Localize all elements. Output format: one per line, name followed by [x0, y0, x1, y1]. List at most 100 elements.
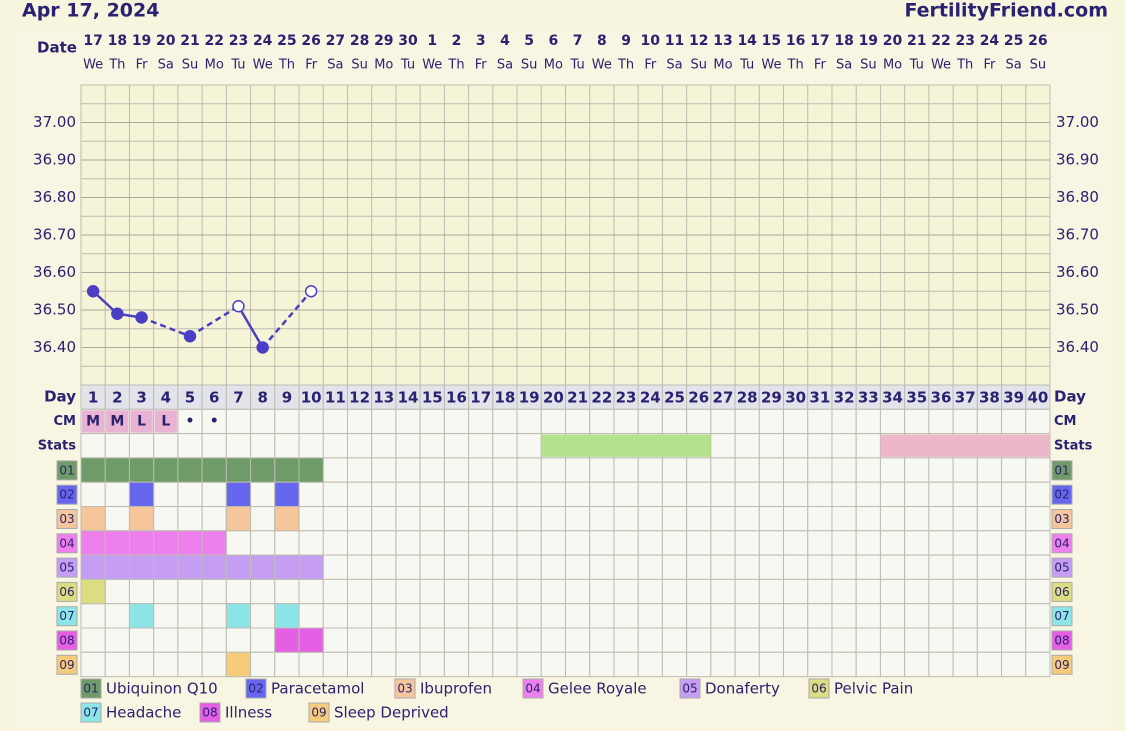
table-cell	[783, 530, 809, 556]
table-cell	[952, 506, 978, 532]
date-label: 30	[398, 33, 418, 49]
table-cell	[298, 506, 324, 532]
table-cell	[322, 603, 348, 629]
table-cell	[976, 554, 1003, 580]
table-cell	[346, 457, 373, 483]
table-cell	[153, 506, 179, 532]
activity-cell	[128, 554, 155, 580]
table-cell	[1001, 530, 1027, 556]
table-cell	[565, 481, 591, 508]
table-cell	[346, 433, 373, 459]
table-cell	[904, 481, 930, 508]
activity-cell	[104, 554, 130, 580]
row-code-box	[56, 460, 78, 481]
table-cell	[516, 603, 542, 629]
table-cell	[855, 578, 881, 605]
table-cell	[831, 506, 857, 532]
table-cell	[686, 603, 712, 629]
table-cell	[322, 530, 348, 556]
table-cell	[177, 578, 203, 605]
table-cell	[298, 603, 324, 629]
table-cell	[1001, 506, 1027, 532]
legend-code: 01	[83, 682, 98, 696]
table-cell	[661, 554, 688, 580]
table-cell	[274, 651, 300, 678]
legend-label: Paracetamol	[271, 680, 364, 698]
table-cell	[540, 506, 567, 532]
table-cell	[443, 408, 470, 435]
weekday-label: We	[422, 58, 442, 73]
table-cell	[613, 506, 639, 532]
row-code-right-box	[1051, 533, 1073, 554]
table-cell	[783, 651, 809, 678]
table-cell	[1025, 530, 1051, 556]
row-code-right-code: 03	[1054, 512, 1069, 526]
table-cell	[758, 457, 785, 483]
table-cell	[516, 481, 542, 508]
table-cell	[976, 457, 1003, 483]
table-cell	[395, 651, 421, 678]
table-cell	[928, 506, 954, 532]
table-cell	[758, 578, 785, 605]
table-cell	[443, 457, 470, 483]
table-cell	[395, 627, 421, 653]
table-cell	[710, 627, 736, 653]
table-cell	[492, 578, 518, 605]
table-cell	[492, 481, 518, 508]
table-cell	[686, 651, 712, 678]
table-cell	[589, 578, 615, 605]
day-number: 4	[161, 389, 171, 407]
row-code-right-code: 08	[1054, 634, 1069, 648]
table-cell	[637, 603, 663, 629]
table-cell	[540, 384, 567, 410]
table-cell	[710, 578, 736, 605]
table-cell	[346, 627, 373, 653]
weekday-label: Tu	[739, 58, 754, 73]
table-cell	[419, 554, 445, 580]
table-cell	[443, 481, 470, 508]
date-label: 1	[427, 33, 437, 49]
weekday-label: Su	[860, 58, 877, 73]
y-tick-label: 36.50	[33, 301, 76, 319]
table-cell	[346, 506, 373, 532]
legend-box	[522, 678, 544, 699]
day-number: 22	[591, 389, 612, 407]
table-cell	[807, 603, 833, 629]
table-cell	[104, 651, 130, 678]
row-code-right-code: 02	[1054, 488, 1069, 502]
table-cell	[710, 554, 736, 580]
table-cell	[250, 408, 276, 435]
row-code-box	[56, 509, 78, 529]
table-cell	[734, 651, 760, 678]
table-cell	[104, 603, 130, 629]
day-number: 6	[209, 389, 219, 407]
table-cell	[928, 651, 954, 678]
date-label: 29	[374, 33, 393, 49]
table-cell	[443, 578, 470, 605]
date-label: 16	[786, 33, 805, 49]
table-cell	[298, 651, 324, 678]
table-cell	[637, 627, 663, 653]
row-code-box	[56, 557, 78, 578]
day-number: 10	[301, 389, 322, 407]
table-cell	[540, 578, 567, 605]
table-cell	[589, 651, 615, 678]
date-label: 17	[83, 33, 102, 49]
table-cell	[807, 506, 833, 532]
table-cell	[661, 408, 688, 435]
legend-box	[245, 678, 267, 699]
table-cell	[468, 433, 494, 459]
day-number: 2	[112, 389, 122, 407]
table-cell	[589, 554, 615, 580]
table-cell	[1001, 651, 1027, 678]
cm-cell	[106, 410, 129, 433]
weekday-label: Mo	[713, 58, 732, 73]
table-cell	[516, 433, 542, 459]
y2-tick-label: 37.00	[1056, 113, 1099, 131]
temp-point	[135, 311, 148, 324]
y2-tick-label: 36.60	[1056, 263, 1099, 281]
date-label: 22	[204, 33, 223, 49]
table-cell	[516, 457, 542, 483]
table-cell	[1025, 627, 1051, 653]
table-cell	[395, 433, 421, 459]
